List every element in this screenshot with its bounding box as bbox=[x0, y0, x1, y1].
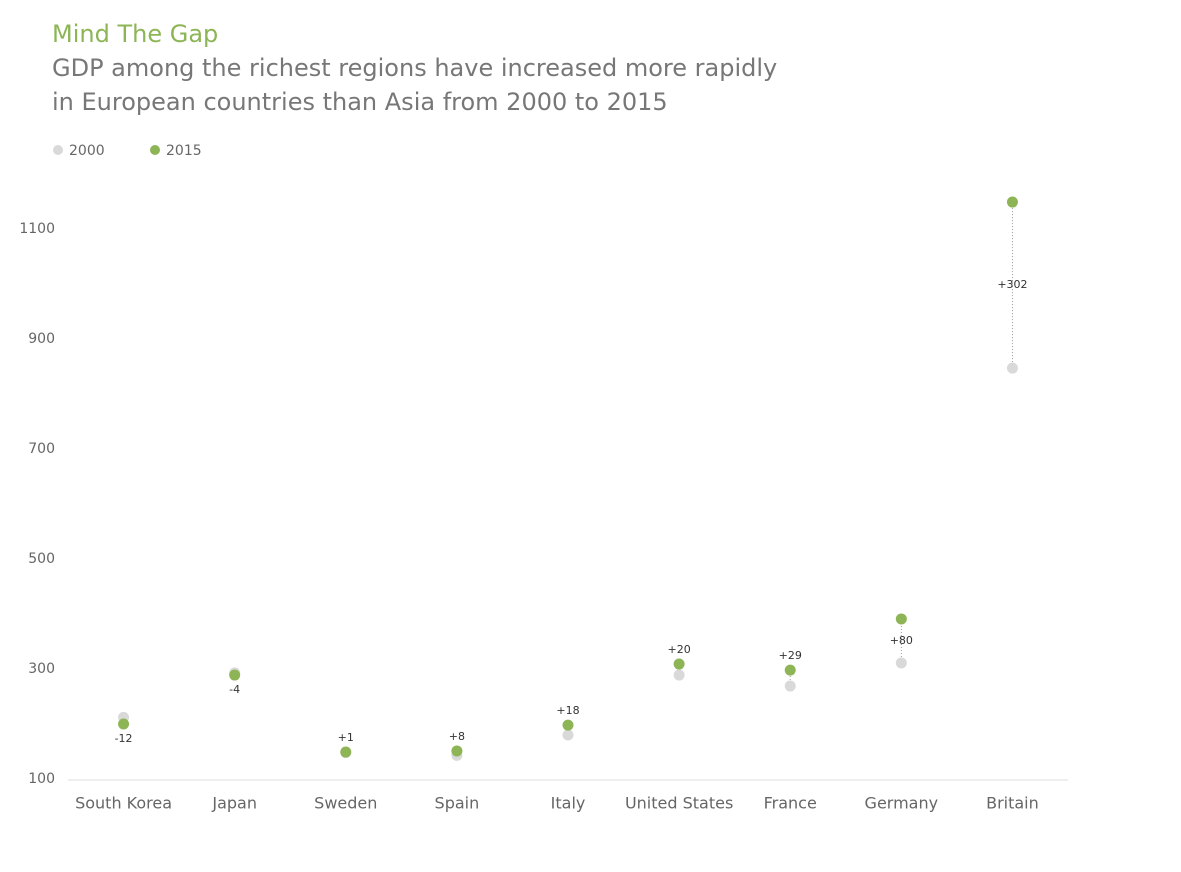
x-tick-label: Sweden bbox=[314, 794, 377, 813]
dot-2015 bbox=[895, 613, 907, 625]
dot-2000 bbox=[562, 729, 574, 741]
dot-2015 bbox=[784, 664, 796, 676]
x-tick-label: United States bbox=[625, 794, 733, 813]
legend-marker bbox=[53, 145, 63, 155]
change-label: -12 bbox=[115, 732, 133, 745]
change-label: +8 bbox=[449, 730, 465, 743]
y-tick-label: 300 bbox=[28, 661, 55, 677]
chart-subtitle: in European countries than Asia from 200… bbox=[52, 88, 668, 116]
dot-2015 bbox=[340, 746, 352, 758]
dot-2015 bbox=[562, 719, 574, 731]
change-label: +80 bbox=[890, 634, 913, 647]
x-tick-label: Spain bbox=[435, 794, 480, 813]
y-tick-label: 1100 bbox=[19, 221, 55, 237]
y-tick-label: 700 bbox=[28, 441, 55, 457]
change-label: +18 bbox=[556, 704, 579, 717]
dot-2015 bbox=[673, 658, 685, 670]
dot-2000 bbox=[1006, 362, 1018, 374]
dot-2000 bbox=[673, 669, 685, 681]
change-label: +29 bbox=[779, 649, 802, 662]
x-tick-label: Italy bbox=[551, 794, 586, 813]
x-tick-label: South Korea bbox=[75, 794, 172, 813]
y-tick-label: 500 bbox=[28, 551, 55, 567]
change-label: +302 bbox=[997, 278, 1027, 291]
legend-label: 2015 bbox=[166, 143, 202, 159]
dot-2015 bbox=[229, 669, 241, 681]
dot-2015 bbox=[118, 718, 130, 730]
x-tick-label: France bbox=[764, 794, 817, 813]
x-tick-label: Germany bbox=[865, 794, 939, 813]
dot-2000 bbox=[895, 657, 907, 669]
change-label: -4 bbox=[229, 683, 240, 696]
chart-subtitle: GDP among the richest regions have incre… bbox=[52, 54, 777, 82]
y-tick-label: 900 bbox=[28, 331, 55, 347]
dot-2000 bbox=[784, 680, 796, 692]
chart-title: Mind The Gap bbox=[52, 20, 218, 48]
x-tick-label: Britain bbox=[986, 794, 1039, 813]
dot-2015 bbox=[1006, 196, 1018, 208]
change-label: +20 bbox=[668, 643, 691, 656]
dot-2015 bbox=[451, 745, 463, 757]
legend-label: 2000 bbox=[69, 143, 105, 159]
y-tick-label: 100 bbox=[28, 771, 55, 787]
x-tick-label: Japan bbox=[211, 794, 257, 813]
change-label: +1 bbox=[338, 731, 354, 744]
legend-marker bbox=[150, 145, 160, 155]
